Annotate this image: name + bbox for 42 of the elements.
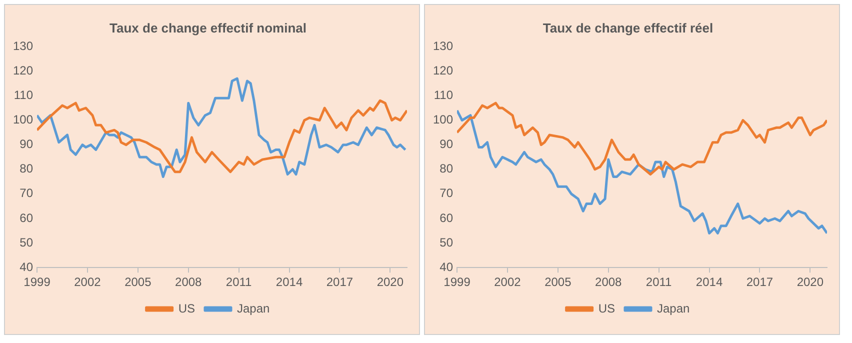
y-tick-label: 100 (432, 112, 454, 127)
y-tick-label: 90 (20, 137, 34, 152)
y-tick-label: 50 (20, 235, 34, 250)
x-tick-label: 2017 (746, 275, 774, 290)
x-tick-label: 2002 (494, 275, 522, 290)
y-tick-label: 80 (440, 162, 454, 176)
y-tick-label: 120 (12, 63, 34, 78)
x-tick-label: 1999 (444, 275, 471, 290)
y-tick-label: 130 (12, 38, 34, 53)
x-tick-label: 2020 (376, 275, 404, 290)
x-tick-label: 2014 (276, 275, 303, 290)
legend-label: US (598, 301, 615, 316)
y-tick-label: 110 (14, 88, 34, 102)
x-tick-label: 2008 (175, 275, 202, 290)
chart-title: Taux de change effectif nominal (110, 20, 306, 36)
y-tick-label: 70 (20, 186, 34, 200)
y-tick-label: 110 (434, 88, 454, 102)
legend-label: Japan (236, 301, 270, 316)
y-tick-label: 40 (440, 260, 454, 274)
y-tick-label: 60 (20, 210, 34, 225)
chart-title: Taux de change effectif réel (542, 20, 714, 36)
y-tick-label: 120 (432, 63, 454, 78)
x-tick-label: 2011 (226, 275, 252, 290)
legend-label: Japan (656, 301, 690, 316)
x-tick-label: 2005 (124, 275, 152, 290)
y-tick-label: 60 (440, 210, 454, 225)
y-tick-label: 100 (12, 112, 34, 127)
x-tick-label: 2011 (646, 275, 672, 290)
x-tick-label: 2002 (74, 275, 102, 290)
y-tick-label: 130 (432, 38, 454, 53)
x-tick-label: 2008 (595, 275, 622, 290)
x-tick-label: 2020 (796, 275, 824, 290)
y-tick-label: 40 (20, 260, 34, 274)
legend-label: US (178, 301, 195, 316)
x-tick-label: 2017 (326, 275, 354, 290)
x-tick-label: 2014 (696, 275, 723, 290)
x-tick-label: 2005 (544, 275, 572, 290)
x-tick-label: 1999 (24, 275, 51, 290)
y-tick-label: 90 (440, 137, 454, 152)
y-tick-label: 80 (20, 162, 34, 176)
y-tick-label: 50 (440, 235, 454, 250)
y-tick-label: 70 (440, 186, 454, 200)
